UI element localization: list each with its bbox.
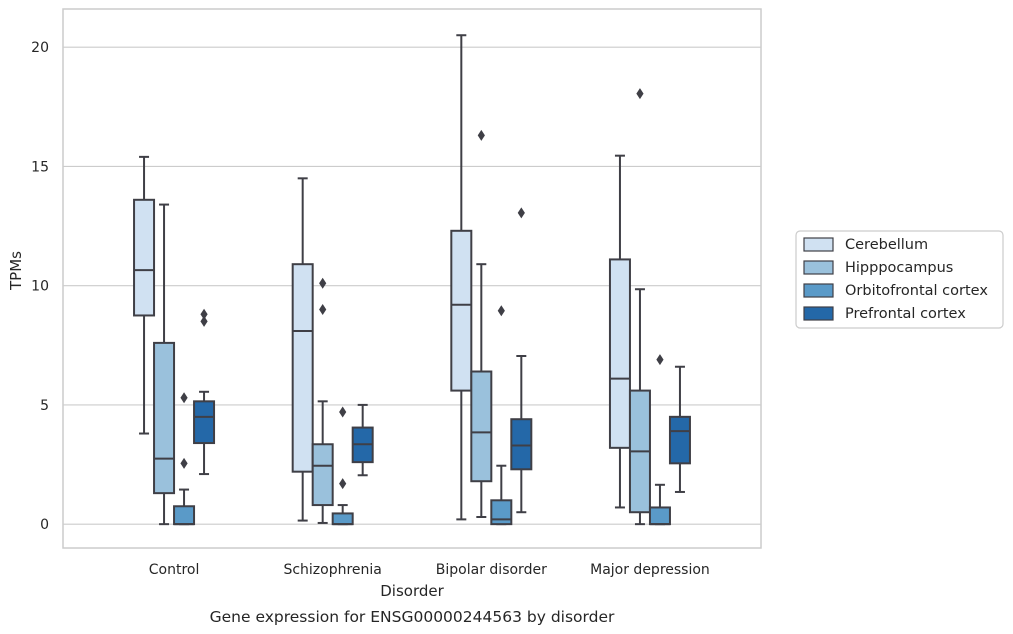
box xyxy=(470,370,493,483)
y-tick-label: 5 xyxy=(40,398,49,414)
box xyxy=(668,415,691,465)
series-hipppocampus xyxy=(153,88,651,526)
box xyxy=(490,499,513,526)
legend-label: Hipppocampus xyxy=(845,260,953,276)
legend-swatch xyxy=(803,237,834,252)
legend-swatch xyxy=(803,306,834,321)
plot-frame xyxy=(62,8,762,549)
box xyxy=(450,229,473,392)
box xyxy=(291,263,314,473)
x-tick-label: Schizophrenia xyxy=(283,562,381,578)
x-tick-label: Major depression xyxy=(590,562,710,578)
box xyxy=(648,506,671,526)
legend: Cerebellum Hipppocampus Orbitofrontal cort… xyxy=(795,230,1004,329)
outlier-point xyxy=(656,354,664,366)
series-orbitofrontal-cortex xyxy=(173,305,671,526)
outlier-point xyxy=(497,305,505,317)
box xyxy=(311,443,334,507)
outlier-point xyxy=(319,277,327,289)
y-tick-label: 0 xyxy=(40,517,49,533)
outlier-point xyxy=(517,207,525,219)
y-tick-label: 20 xyxy=(31,40,49,56)
y-tick-label: 10 xyxy=(31,279,49,295)
axes: 0 5 10 15 20 Control Schizophrenia Bipolar diso… xyxy=(31,8,762,578)
outlier-point xyxy=(339,406,347,418)
outlier-point xyxy=(636,88,644,100)
outlier-point xyxy=(180,457,188,469)
legend-label: Orbitofrontal cortex xyxy=(845,283,988,299)
series-prefrontal-cortex xyxy=(193,207,691,514)
box xyxy=(510,418,533,471)
outlier-point xyxy=(200,308,208,320)
x-tick-label: Bipolar disorder xyxy=(436,562,547,578)
outlier-point xyxy=(339,478,347,490)
legend-swatch xyxy=(803,260,834,275)
box xyxy=(608,258,631,449)
x-axis-label: Disorder xyxy=(380,582,444,600)
box xyxy=(331,512,354,526)
legend-label: Cerebellum xyxy=(845,237,928,253)
x-tick-label: Control xyxy=(149,562,200,578)
legend-label: Prefrontal cortex xyxy=(845,306,966,322)
outlier-point xyxy=(319,304,327,316)
box xyxy=(153,341,176,495)
outlier-point xyxy=(200,315,208,327)
box-series xyxy=(133,34,691,526)
box xyxy=(173,505,196,526)
series-cerebellum xyxy=(133,34,631,522)
y-tick-label: 15 xyxy=(31,159,49,175)
outlier-point xyxy=(180,392,188,404)
legend-frame xyxy=(795,230,1004,329)
y-axis-label: TPMs xyxy=(7,251,25,291)
chart-caption: Gene expression for ENSG00000244563 by d… xyxy=(210,608,615,626)
legend-swatch xyxy=(803,283,834,298)
box xyxy=(193,400,216,445)
box xyxy=(133,198,156,317)
outlier-point xyxy=(477,129,485,141)
